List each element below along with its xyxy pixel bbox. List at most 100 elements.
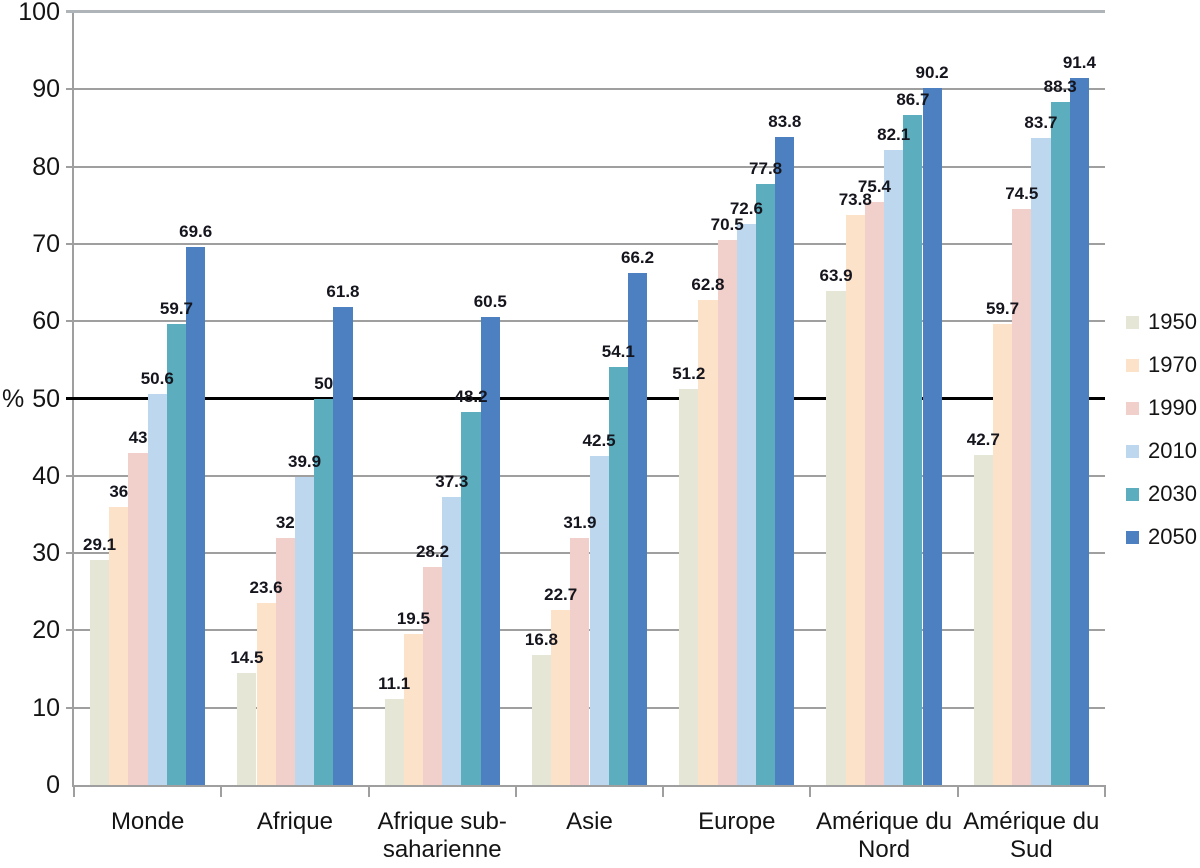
value-label-2030-Europe: 77.8 — [749, 158, 783, 178]
x-axis-label-3: Asie — [566, 808, 613, 835]
value-label-2010-Asie: 42.5 — [582, 431, 616, 451]
bar-2010-Monde — [147, 393, 167, 785]
value-label-1970-Amérique du Nord: 73.8 — [838, 189, 872, 209]
bar-2050-Europe — [775, 137, 795, 785]
legend-label-2010: 2010 — [1148, 438, 1197, 463]
legend-label-2050: 2050 — [1148, 524, 1197, 549]
value-label-2030-Amérique du Sud: 88.3 — [1043, 77, 1077, 97]
y-axis-tick-label-90: 90 — [32, 75, 60, 104]
legend-swatch-2030 — [1126, 487, 1139, 501]
bar-2010-Afrique sub-saharienne — [442, 496, 462, 785]
bar-1990-Asie — [570, 538, 590, 785]
bar-1970-Amérique du Sud — [992, 323, 1013, 785]
value-label-1990-Europe: 70.5 — [710, 215, 744, 235]
value-label-2030-Asie: 54.1 — [601, 341, 635, 361]
x-axis-tick-1 — [220, 785, 223, 797]
y-axis-tick-label-70: 70 — [32, 229, 60, 258]
plot-area: 29.1 36 43 50.6 59.7 69.6 14.5 23.6 32 39.9 50 61.8… — [66, 10, 1106, 797]
bar-1950-Amérique du Nord — [826, 291, 846, 785]
y-axis-tick-label-50: 50 — [32, 384, 60, 413]
bar-1950-Europe — [679, 389, 699, 785]
x-axis-label-6: Amérique du Sud — [963, 808, 1100, 863]
value-label-1970-Asie: 22.7 — [544, 584, 578, 604]
x-axis-label-1: Afrique — [256, 808, 333, 835]
value-label-1970-Afrique: 23.6 — [249, 577, 283, 597]
value-label-1970-Afrique sub-saharienne: 19.5 — [396, 609, 430, 629]
legend-swatch-1970 — [1126, 358, 1139, 372]
legend-swatch-1990 — [1126, 401, 1139, 415]
bar-2050-Asie — [627, 273, 648, 785]
value-label-2010-Monde: 50.6 — [140, 368, 174, 388]
value-label-1970-Monde: 36 — [109, 481, 129, 501]
value-label-1990-Afrique sub-saharienne: 28.2 — [416, 542, 450, 562]
value-label-1950-Europe: 51.2 — [672, 364, 706, 384]
gridline-70 — [66, 242, 1105, 245]
bar-2050-Amérique du Sud — [1069, 78, 1089, 785]
gridline-60 — [66, 320, 1105, 323]
y-axis-tick-label-80: 80 — [32, 152, 60, 181]
bar-1950-Afrique sub-saharienne — [384, 699, 404, 785]
bar-2010-Amérique du Nord — [884, 150, 904, 785]
value-label-1950-Amérique du Nord: 63.9 — [819, 266, 853, 286]
value-label-2030-Afrique sub-saharienne: 48.2 — [454, 387, 488, 407]
value-label-2030-Afrique: 50 — [314, 373, 334, 393]
bar-1990-Monde — [128, 452, 148, 785]
y-axis-tick-label-0: 0 — [46, 771, 60, 799]
value-label-2050-Amérique du Sud: 91.4 — [1062, 53, 1096, 73]
gridline-40 — [66, 474, 1105, 477]
value-label-2010-Afrique sub-saharienne: 37.3 — [435, 471, 469, 491]
y-axis-tick-label-40: 40 — [32, 461, 60, 490]
x-axis-tick-2 — [367, 785, 370, 797]
value-label-2050-Asie: 66.2 — [620, 248, 655, 268]
x-axis-tick-7 — [1104, 785, 1106, 797]
legend-label-1950: 1950 — [1148, 309, 1197, 334]
legend-swatch-1950 — [1126, 315, 1139, 329]
bar-1950-Afrique — [237, 672, 257, 785]
x-axis-label-0: Monde — [110, 808, 185, 835]
value-label-2010-Europe: 72.6 — [729, 198, 763, 218]
value-label-2030-Amérique du Nord: 86.7 — [896, 89, 930, 109]
bar-2030-Afrique sub-saharienne — [461, 412, 481, 785]
value-label-2050-Europe: 83.8 — [768, 112, 802, 132]
bar-1950-Amérique du Sud — [973, 454, 993, 785]
value-label-2030-Monde: 59.7 — [159, 298, 193, 318]
x-axis-tick-6 — [956, 785, 959, 797]
value-label-2050-Monde: 69.6 — [179, 222, 213, 241]
value-label-1990-Amérique du Nord: 75.4 — [857, 177, 891, 197]
bar-1970-Asie — [551, 609, 571, 785]
bar-2010-Asie — [589, 456, 609, 785]
bar-1970-Afrique — [256, 602, 276, 785]
value-label-1970-Amérique du Sud: 59.7 — [985, 298, 1020, 318]
bar-2050-Afrique sub-saharienne — [480, 317, 500, 785]
bar-1950-Asie — [531, 655, 552, 785]
bar-2010-Afrique — [294, 476, 315, 785]
bar-1990-Amérique du Nord — [864, 202, 885, 785]
value-label-1950-Afrique: 14.5 — [230, 647, 264, 667]
y-axis-tick-label-20: 20 — [32, 616, 60, 645]
bar-2010-Europe — [736, 223, 756, 785]
bar-2030-Monde — [166, 323, 187, 785]
y-axis-tick-label-10: 10 — [32, 693, 60, 722]
bar-1970-Monde — [109, 506, 129, 785]
value-label-1990-Monde: 43 — [128, 427, 148, 447]
bar-2030-Amérique du Nord — [903, 114, 923, 785]
value-label-2010-Amérique du Nord: 82.1 — [877, 125, 911, 145]
gridline-90 — [66, 88, 1105, 91]
legend-item-1950: 1950 — [1126, 308, 1197, 336]
x-axis-label-4: Europe — [698, 808, 776, 835]
bar-1990-Afrique — [275, 537, 295, 785]
reference-line-50 — [66, 397, 1105, 400]
bar-1990-Afrique sub-saharienne — [423, 567, 443, 785]
legend-swatch-2010 — [1126, 444, 1139, 458]
y-axis-tick-label-100: 100 — [18, 0, 60, 26]
bar-2050-Monde — [186, 247, 206, 785]
value-label-1990-Amérique du Sud: 74.5 — [1005, 184, 1039, 204]
bar-1990-Europe — [717, 240, 737, 785]
bar-1970-Europe — [698, 299, 718, 785]
bar-1970-Amérique du Nord — [845, 214, 865, 785]
x-axis-label-5: Amérique du Nord — [816, 808, 953, 863]
x-axis-tick-0 — [73, 785, 75, 797]
bar-2050-Amérique du Nord — [922, 87, 942, 785]
bar-2030-Amérique du Sud — [1050, 102, 1070, 785]
